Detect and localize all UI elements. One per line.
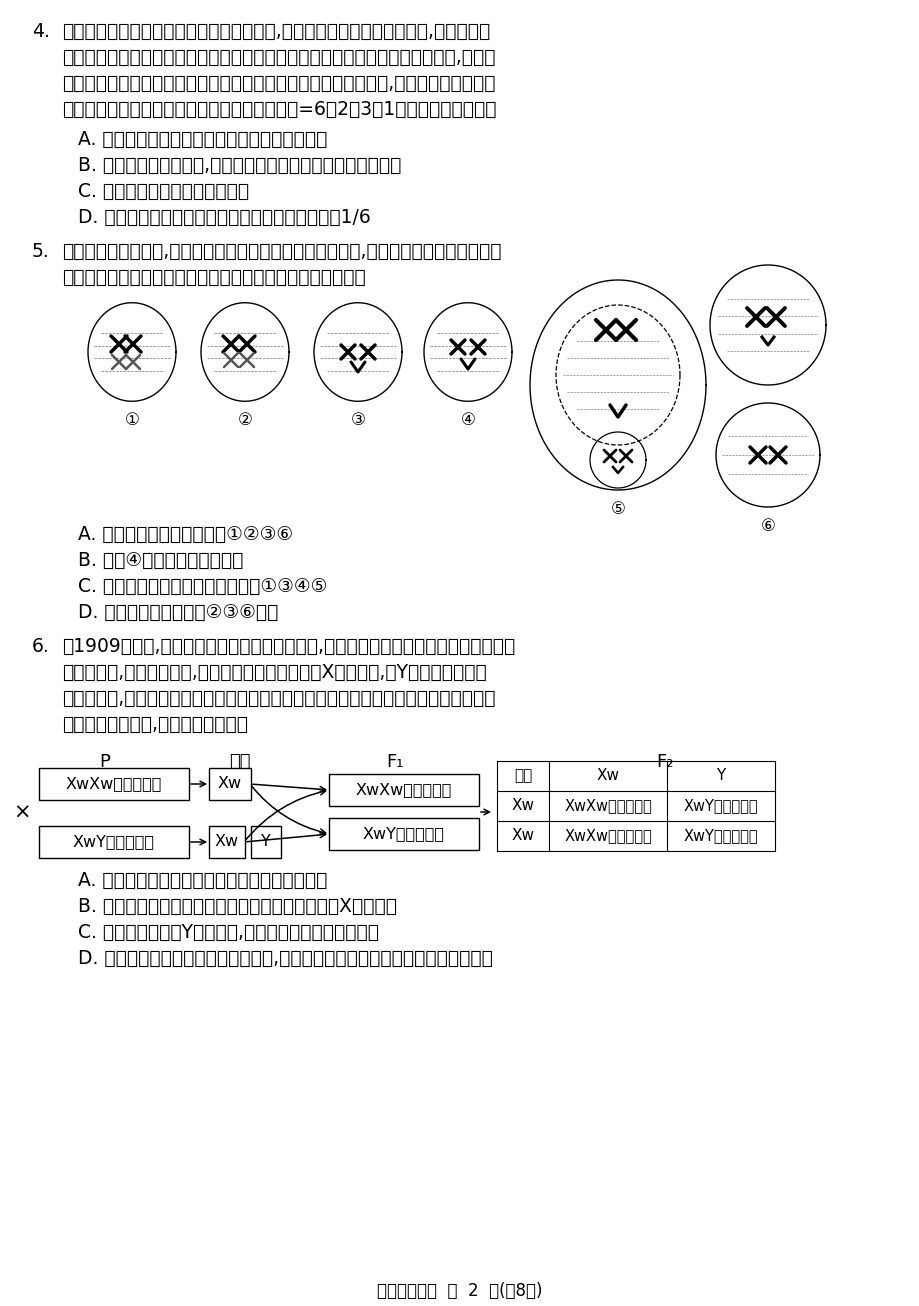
- Text: 白眼雄果蝇,他和同事设想,如果控制白眼的基因位于X染色体上,而Y染色体上没有它: 白眼雄果蝇,他和同事设想,如果控制白眼的基因位于X染色体上,而Y染色体上没有它: [62, 663, 486, 682]
- Text: XwXw红眼（雌）: XwXw红眼（雌）: [356, 782, 452, 798]
- Text: 例为红色窄叶：红色宽叶：白色窄叶：白色宽叶=6：2：3：1。下列表述正确的是: 例为红色窄叶：红色宽叶：白色窄叶：白色宽叶=6：2：3：1。下列表述正确的是: [62, 101, 496, 119]
- FancyBboxPatch shape: [209, 768, 251, 801]
- Text: F₁: F₁: [386, 754, 403, 771]
- Text: 进行如下杂交实验,下列分析正确的是: 进行如下杂交实验,下列分析正确的是: [62, 714, 248, 734]
- Text: ③: ③: [350, 411, 365, 430]
- Text: 高一生物试题  第  2  页(共8页): 高一生物试题 第 2 页(共8页): [377, 1282, 542, 1299]
- Text: 成体阶段致死的称为合子致死。番茄的花色和叶的宽窄分别由两对等位基因控制,且两对: 成体阶段致死的称为合子致死。番茄的花色和叶的宽窄分别由两对等位基因控制,且两对: [62, 48, 495, 67]
- Text: XwXw红眼（雌）: XwXw红眼（雌）: [66, 777, 162, 791]
- FancyBboxPatch shape: [39, 825, 188, 858]
- Text: Xw: Xw: [511, 828, 534, 844]
- Text: B. 从子代的表现型分析,控制花色的基因具有隐性纯合致死效应: B. 从子代的表现型分析,控制花色的基因具有隐性纯合致死效应: [78, 155, 401, 175]
- Text: XwY红眼（雄）: XwY红眼（雄）: [363, 827, 445, 841]
- Text: 配子: 配子: [229, 754, 251, 771]
- Text: XwXw红眼（雌）: XwXw红眼（雌）: [563, 798, 652, 814]
- Text: 6.: 6.: [32, 637, 50, 656]
- Text: B. 实验过程能直接证明红眼基因和白眼基因都位于X染色体上: B. 实验过程能直接证明红眼基因和白眼基因都位于X染色体上: [78, 897, 397, 916]
- Text: XwY白眼（雄）: XwY白眼（雄）: [73, 835, 154, 849]
- FancyBboxPatch shape: [251, 825, 280, 858]
- FancyBboxPatch shape: [39, 768, 188, 801]
- Text: 从1909年开始,摩尔根潜心研究果蝇的遗传行为,他偶然发现一群红眼果蝇中出现了一只: 从1909年开始,摩尔根潜心研究果蝇的遗传行为,他偶然发现一群红眼果蝇中出现了一…: [62, 637, 515, 656]
- Text: F₂: F₂: [655, 754, 673, 771]
- Text: A. 图中含有四分体的细胞有①②③⑥: A. 图中含有四分体的细胞有①②③⑥: [78, 525, 293, 545]
- Text: B. 细胞④一定是次级精母细胞: B. 细胞④一定是次级精母细胞: [78, 551, 244, 569]
- Text: Y: Y: [261, 835, 270, 849]
- Text: ×: ×: [13, 803, 30, 823]
- Text: C. 图中不含有同源染色体的细胞是①③④⑤: C. 图中不含有同源染色体的细胞是①③④⑤: [78, 577, 327, 596]
- Text: XwY红眼（雄）: XwY红眼（雄）: [683, 798, 757, 814]
- Text: P: P: [99, 754, 110, 771]
- Text: A. 两对相对性状中的显性性状分别是红色和宽叶: A. 两对相对性状中的显性性状分别是红色和宽叶: [78, 131, 327, 149]
- Text: D. 基因和染色体的行为存在平行关系,从理论上并不支持基因位于染色体上的假说: D. 基因和染色体的行为存在平行关系,从理论上并不支持基因位于染色体上的假说: [78, 949, 493, 968]
- Text: D. 亲本红色窄叶植株自交后代中纯合子所占比例为1/6: D. 亲本红色窄叶植株自交后代中纯合子所占比例为1/6: [78, 208, 370, 227]
- Text: Xw: Xw: [596, 768, 618, 784]
- Text: 5.: 5.: [32, 242, 50, 261]
- Text: 致死基因的作用可以发生在不同的发育阶段,在配子期致死的称为配子致死,在胚胎期或: 致死基因的作用可以发生在不同的发育阶段,在配子期致死的称为配子致死,在胚胎期或: [62, 22, 490, 40]
- Text: ⑥: ⑥: [760, 517, 775, 535]
- Text: ④: ④: [460, 411, 475, 430]
- Text: 配子: 配子: [514, 768, 531, 784]
- Text: ⑤: ⑤: [610, 500, 625, 518]
- Text: Y: Y: [716, 768, 725, 784]
- Text: Xw: Xw: [511, 798, 534, 814]
- Text: 基因中某一对基因纯合时会使受精卵致死。现用红色窄叶植株自交,子代的表现型及其比: 基因中某一对基因纯合时会使受精卵致死。现用红色窄叶植株自交,子代的表现型及其比: [62, 74, 495, 93]
- Text: 胞分裂不同时期在显微镜下的结构模式图。下列分析正确的是: 胞分裂不同时期在显微镜下的结构模式图。下列分析正确的是: [62, 268, 366, 287]
- Text: ②: ②: [237, 411, 252, 430]
- Text: 的等位基因,可以证明基因与染色体的关系。摩尔根利用白眼雄果蝇和纯合的红眼雌果蝇: 的等位基因,可以证明基因与染色体的关系。摩尔根利用白眼雄果蝇和纯合的红眼雌果蝇: [62, 690, 495, 708]
- Text: C. 番茄的致死类型属于配子致死: C. 番茄的致死类型属于配子致死: [78, 182, 249, 201]
- Text: 细胞分裂有多种方式,包括有丝分裂、无丝分裂和减数分裂等,下图为某个哺乳动物体内细: 细胞分裂有多种方式,包括有丝分裂、无丝分裂和减数分裂等,下图为某个哺乳动物体内细: [62, 242, 501, 261]
- Text: C. 如果假设基因在Y染色体上,也能合理解释摩尔根的解释: C. 如果假设基因在Y染色体上,也能合理解释摩尔根的解释: [78, 923, 379, 942]
- Text: 4.: 4.: [32, 22, 50, 40]
- Text: XwXw红眼（雌）: XwXw红眼（雌）: [563, 828, 652, 844]
- FancyBboxPatch shape: [329, 774, 479, 806]
- FancyBboxPatch shape: [329, 818, 479, 850]
- Text: XwY白眼（雄）: XwY白眼（雄）: [683, 828, 757, 844]
- Text: Xw: Xw: [215, 835, 239, 849]
- Text: D. 基因自由组合与图中②③⑥有关: D. 基因自由组合与图中②③⑥有关: [78, 603, 278, 622]
- Text: Xw: Xw: [218, 777, 242, 791]
- Text: A. 上述实验过程可以合理解释基因位于染色体上: A. 上述实验过程可以合理解释基因位于染色体上: [78, 871, 327, 889]
- FancyBboxPatch shape: [209, 825, 244, 858]
- Text: ①: ①: [124, 411, 140, 430]
